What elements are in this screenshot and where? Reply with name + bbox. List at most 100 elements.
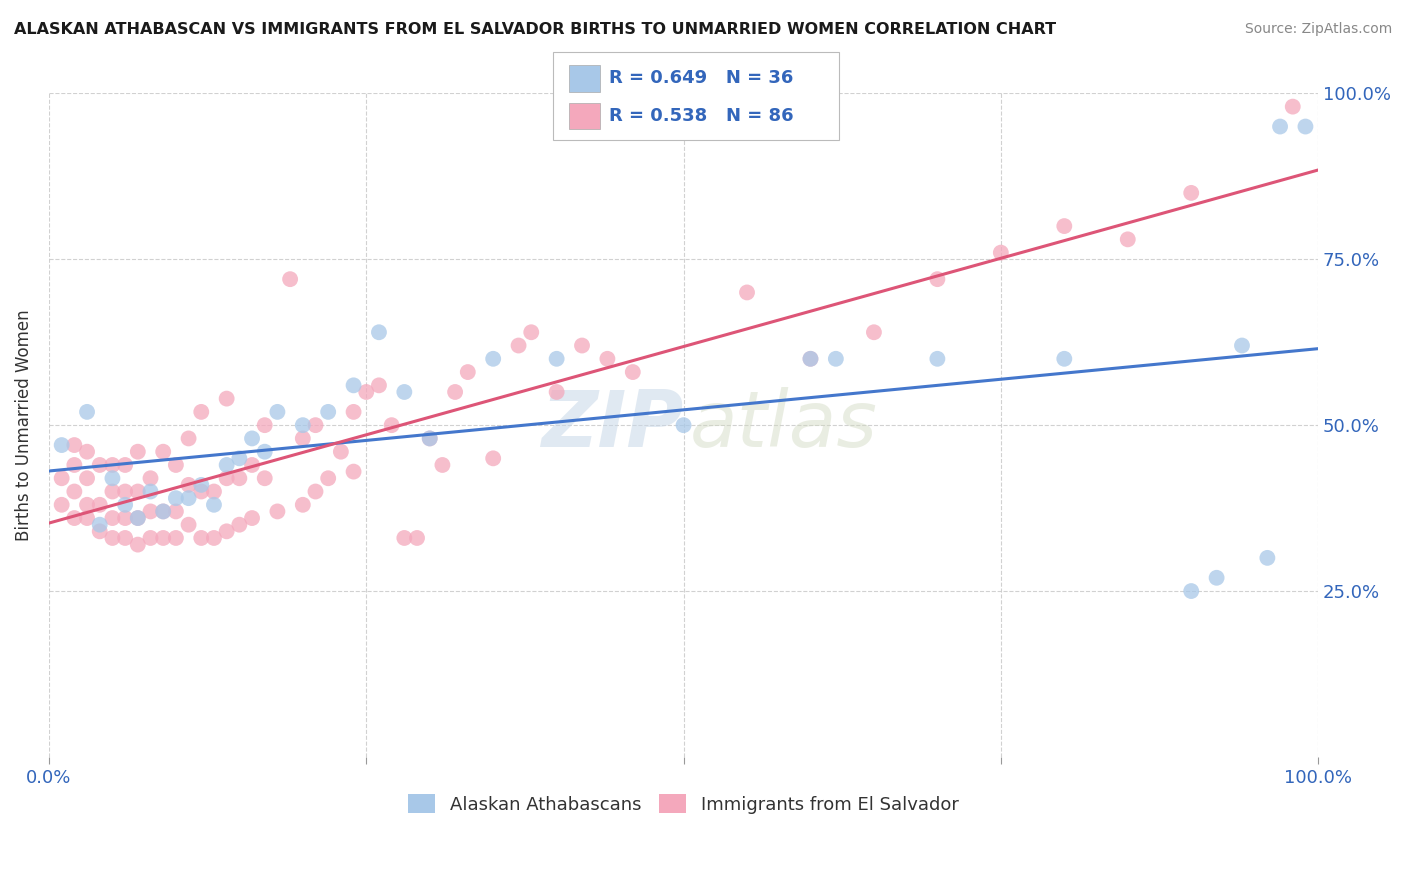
Point [342,378,364,392]
Point [228,471,250,485]
Point [394,531,416,545]
Point [444,384,467,399]
Point [672,418,695,433]
Point [329,444,352,458]
Point [253,418,276,433]
Point [1180,584,1202,599]
Point [419,432,441,446]
Point [152,504,174,518]
Point [76,405,98,419]
Point [596,351,619,366]
Point [735,285,758,300]
Point [508,338,530,352]
Point [240,458,263,472]
Point [165,504,187,518]
Point [546,351,568,366]
Point [266,504,288,518]
Point [1268,120,1291,134]
Text: Source: ZipAtlas.com: Source: ZipAtlas.com [1244,22,1392,37]
Point [1053,351,1076,366]
Point [240,432,263,446]
Point [240,511,263,525]
Point [1180,186,1202,200]
Point [177,491,200,505]
Point [177,478,200,492]
Point [139,471,162,485]
Point [165,491,187,505]
Point [1205,571,1227,585]
Point [316,471,339,485]
Point [177,432,200,446]
Point [165,531,187,545]
Point [139,504,162,518]
Point [215,524,238,539]
Point [342,465,364,479]
Point [381,418,404,433]
Point [114,531,136,545]
Point [432,458,454,472]
Point [927,351,949,366]
Point [51,438,73,452]
Point [356,384,378,399]
Point [278,272,301,286]
Point [76,511,98,525]
Point [824,351,846,366]
Point [1294,120,1316,134]
Point [342,405,364,419]
Point [394,384,416,399]
Point [152,444,174,458]
Text: R = 0.649   N = 36: R = 0.649 N = 36 [609,70,793,87]
Point [1230,338,1253,352]
Point [63,511,86,525]
Point [139,531,162,545]
Point [546,384,568,399]
Point [165,458,187,472]
Point [101,471,124,485]
Point [406,531,429,545]
Point [304,418,326,433]
Text: ALASKAN ATHABASCAN VS IMMIGRANTS FROM EL SALVADOR BIRTHS TO UNMARRIED WOMEN CORR: ALASKAN ATHABASCAN VS IMMIGRANTS FROM EL… [14,22,1056,37]
Point [215,458,238,472]
Point [253,471,276,485]
Point [63,438,86,452]
Point [63,484,86,499]
Point [51,471,73,485]
Point [127,511,149,525]
Point [520,325,543,339]
Point [799,351,821,366]
Point [114,484,136,499]
Point [63,458,86,472]
Point [76,471,98,485]
Point [89,498,111,512]
Point [202,498,225,512]
Point [863,325,886,339]
Point [571,338,593,352]
Point [101,458,124,472]
Point [202,484,225,499]
Point [89,458,111,472]
Point [419,432,441,446]
Point [89,517,111,532]
Point [291,498,314,512]
Point [127,484,149,499]
Point [101,531,124,545]
Point [114,458,136,472]
Point [316,405,339,419]
Point [114,511,136,525]
Point [127,511,149,525]
Point [1281,100,1303,114]
Point [152,531,174,545]
Point [1053,219,1076,233]
Point [101,511,124,525]
Point [202,531,225,545]
Point [291,432,314,446]
Point [190,531,212,545]
Point [76,498,98,512]
Point [215,392,238,406]
Point [304,484,326,499]
Point [127,444,149,458]
Point [215,471,238,485]
Point [190,484,212,499]
Point [89,524,111,539]
Point [266,405,288,419]
